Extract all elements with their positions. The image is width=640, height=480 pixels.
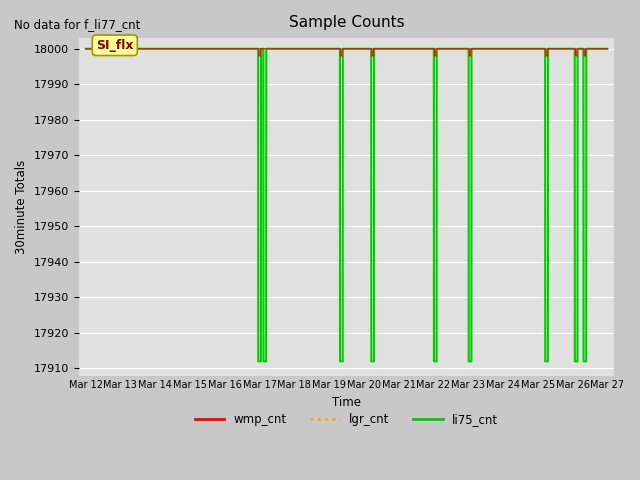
- X-axis label: Time: Time: [332, 396, 361, 409]
- Legend: wmp_cnt, lgr_cnt, li75_cnt: wmp_cnt, lgr_cnt, li75_cnt: [190, 408, 503, 431]
- Title: Sample Counts: Sample Counts: [289, 15, 404, 30]
- Text: No data for f_li77_cnt: No data for f_li77_cnt: [14, 18, 141, 31]
- Y-axis label: 30minute Totals: 30minute Totals: [15, 160, 28, 254]
- Text: SI_flx: SI_flx: [96, 39, 134, 52]
